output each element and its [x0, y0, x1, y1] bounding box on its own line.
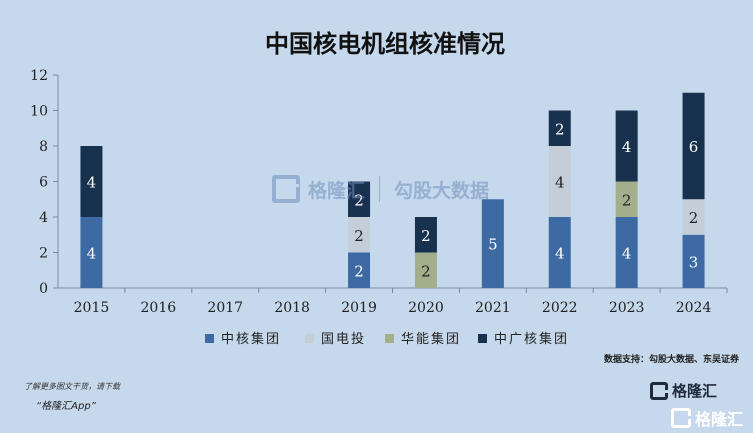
x-tick-label: 2018 — [274, 300, 310, 316]
watermark-name: 勾股大数据 — [394, 179, 490, 202]
y-axis: 0 2 4 6 8 10 12 — [30, 68, 59, 297]
legend-label: 国电投 — [321, 331, 366, 347]
legend: 中核集团 国电投 华能集团 中广核集团 — [205, 331, 569, 347]
data-label: 2 — [421, 262, 431, 280]
brand-logo-icon — [670, 408, 691, 428]
bar-segment — [682, 199, 705, 235]
footnote: 了解更多图文干货，请下载 — [24, 382, 120, 391]
corner-brand-name: 格隆汇 — [694, 410, 743, 429]
legend-label: 中核集团 — [221, 331, 281, 347]
data-label: 2 — [555, 120, 565, 138]
bar-segment — [348, 252, 371, 288]
data-label: 4 — [622, 138, 632, 156]
legend-swatch — [478, 334, 487, 343]
x-tick-label: 2019 — [341, 300, 377, 316]
bar-segment — [80, 146, 103, 217]
bar-segment — [414, 217, 437, 253]
legend-label: 中广核集团 — [494, 331, 569, 347]
data-label: 4 — [555, 174, 565, 192]
app-link[interactable]: “格隆汇App” — [36, 401, 96, 412]
source-note: 数据支持：勾股大数据、东吴证券 — [603, 355, 739, 365]
bar-segment — [481, 199, 504, 288]
data-label: 2 — [354, 262, 364, 280]
data-label: 2 — [354, 227, 364, 245]
bar-segment — [348, 181, 371, 217]
bars: 4 4 2 2 2 2 2 5 4 4 2 4 2 4 3 2 6 — [80, 92, 705, 288]
watermark-divider — [379, 176, 381, 202]
brand-logo-icon — [272, 175, 300, 203]
brand-name: 格隆汇 — [671, 382, 717, 400]
x-axis: 2015 2016 2017 2018 2019 2020 2021 2022 2023 2024 — [58, 287, 728, 316]
data-label: 2 — [421, 227, 431, 245]
bar-segment — [348, 217, 371, 253]
data-label: 6 — [689, 138, 699, 156]
legend-label: 华能集团 — [401, 331, 461, 347]
bar-segment — [414, 252, 437, 288]
bar-segment — [548, 217, 571, 288]
x-tick-label: 2015 — [74, 300, 110, 316]
bar-segment — [548, 110, 571, 146]
bar-segment — [548, 146, 571, 217]
data-label: 2 — [689, 209, 699, 227]
brand-logo-icon — [649, 381, 668, 400]
y-tick-label: 0 — [39, 281, 48, 297]
data-label: 4 — [555, 245, 565, 263]
x-tick-label: 2024 — [676, 300, 712, 316]
data-label: 4 — [87, 245, 97, 263]
legend-swatch — [305, 334, 314, 343]
bar-segment — [615, 110, 638, 182]
y-tick-label: 4 — [39, 210, 48, 226]
y-tick-label: 2 — [39, 246, 48, 262]
corner-watermark: 格隆汇 — [670, 406, 743, 430]
y-tick-label: 6 — [39, 175, 48, 191]
x-tick-label: 2016 — [141, 300, 177, 316]
bar-segment — [80, 217, 103, 288]
data-label: 4 — [87, 174, 97, 192]
y-tick-label: 8 — [39, 139, 48, 155]
watermark: 格隆汇 勾股大数据 — [272, 175, 489, 203]
x-tick-label: 2023 — [609, 300, 645, 316]
data-label: 2 — [622, 191, 632, 209]
data-label: 5 — [488, 236, 498, 254]
data-label: 3 — [689, 253, 699, 271]
x-tick-label: 2021 — [475, 300, 511, 316]
x-tick-label: 2020 — [408, 300, 444, 316]
data-label: 2 — [354, 191, 364, 209]
y-tick-label: 10 — [30, 104, 48, 120]
y-tick-label: 12 — [30, 68, 48, 84]
bar-segment — [682, 92, 705, 200]
bar-segment — [615, 181, 638, 217]
brand-logo: 格隆汇 — [649, 380, 717, 401]
bar-segment — [615, 217, 638, 288]
watermark-brand: 格隆汇 — [308, 179, 366, 202]
data-label: 4 — [622, 245, 632, 263]
legend-swatch — [205, 334, 214, 343]
chart-title: 中国核电机组核准情况 — [265, 30, 505, 58]
x-tick-label: 2017 — [207, 300, 243, 316]
bar-segment — [682, 234, 705, 288]
legend-swatch — [385, 334, 394, 343]
x-tick-label: 2022 — [542, 300, 578, 316]
